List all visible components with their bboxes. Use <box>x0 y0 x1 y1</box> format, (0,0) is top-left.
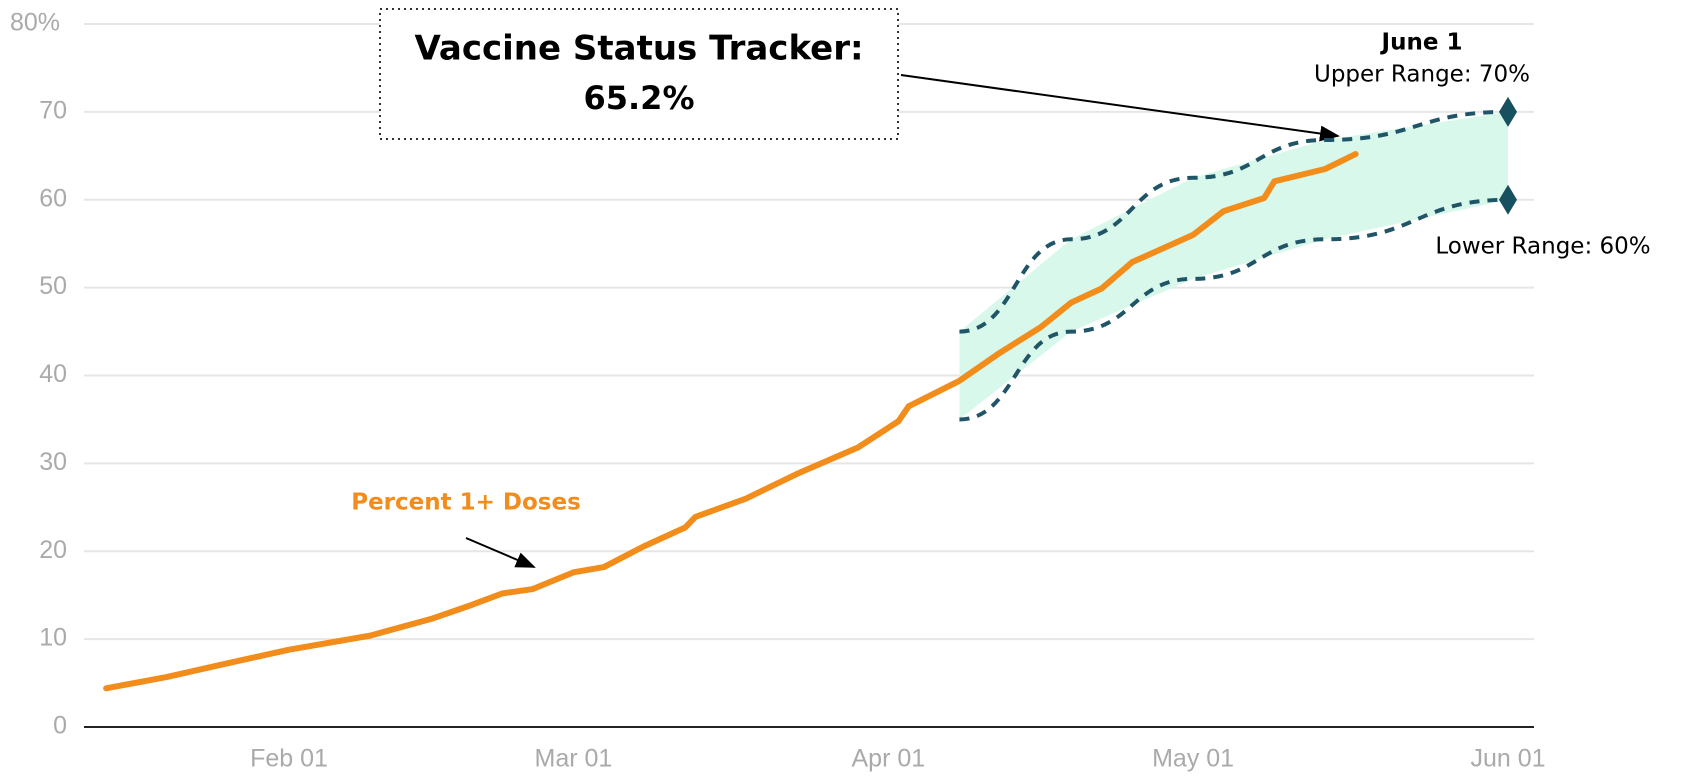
y-tick-label: 20 <box>39 536 67 564</box>
series-arrow <box>465 537 536 568</box>
range-marker <box>1499 96 1517 127</box>
y-tick-label: 30 <box>39 448 67 476</box>
x-tick-label: May 01 <box>1152 745 1234 773</box>
x-tick-label: Apr 01 <box>852 745 926 773</box>
upper-range-line <box>959 109 1509 334</box>
lower-label: Lower Range: 60% <box>1435 234 1650 260</box>
y-tick-label: 40 <box>39 360 67 388</box>
date-label: June 1 <box>1380 30 1463 56</box>
x-tick-label: Mar 01 <box>535 745 613 773</box>
lower-range-line <box>959 197 1509 422</box>
range-marker <box>1499 184 1517 215</box>
y-tick-label: 0 <box>53 712 67 740</box>
tracker-title: Vaccine Status Tracker: <box>414 29 863 69</box>
x-tick-label: Jun 01 <box>1470 745 1545 773</box>
y-tick-label: 10 <box>39 624 67 652</box>
x-tick-label: Feb 01 <box>250 745 328 773</box>
range-band <box>959 111 1508 420</box>
tracker-box <box>379 8 899 140</box>
y-tick-label: 60 <box>39 184 67 212</box>
y-tick-label: 70 <box>39 96 67 124</box>
upper-label: Upper Range: 70% <box>1314 62 1530 88</box>
series-line <box>103 151 1359 692</box>
y-tick-label: 50 <box>39 272 67 300</box>
series-label: Percent 1+ Doses <box>351 490 581 516</box>
y-tick-label: 80% <box>10 9 60 37</box>
tracker-value: 65.2% <box>583 79 694 117</box>
tracker-arrow <box>900 74 1340 142</box>
